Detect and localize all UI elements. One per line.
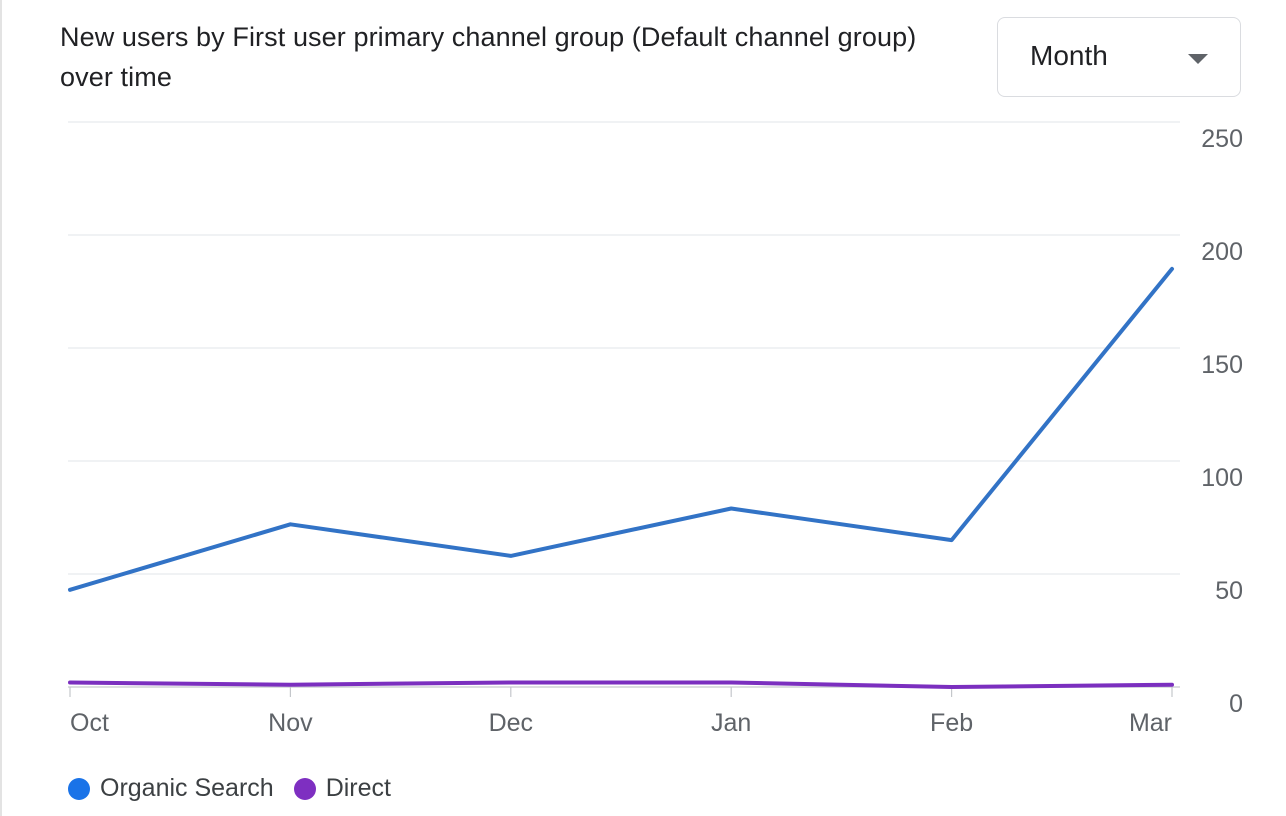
x-tick-label-nov: Nov [268, 709, 313, 737]
x-axis-ticks: Oct Nov Dec Jan Feb Mar [69, 687, 1173, 737]
panel-left-border [0, 0, 2, 816]
y-axis-ticks: 0 50 100 150 200 250 [1201, 125, 1243, 718]
x-tick-label-dec: Dec [489, 709, 533, 737]
legend-label-direct: Direct [325, 774, 391, 802]
legend-dot-direct [293, 777, 316, 800]
x-tick-label-mar: Mar [1129, 709, 1172, 737]
legend-item-organic-search[interactable]: Organic Search [68, 774, 274, 803]
y-tick-label-150: 150 [1201, 351, 1243, 379]
x-tick-label-jan: Jan [711, 709, 751, 737]
y-tick-label-50: 50 [1215, 577, 1243, 605]
x-tick-label-oct: Oct [70, 709, 109, 737]
period-dropdown[interactable]: Month [997, 17, 1241, 97]
period-dropdown-value: Month [1030, 40, 1108, 71]
series-line-organic-search [68, 266, 1174, 592]
y-tick-label-200: 200 [1201, 238, 1243, 266]
chart-title: New users by First user primary channel … [60, 22, 917, 92]
y-tick-label-0: 0 [1229, 690, 1243, 718]
chart-legend: Organic Search Direct [68, 774, 411, 803]
arrow-drop-down-icon [1188, 54, 1208, 64]
legend-item-direct[interactable]: Direct [293, 774, 391, 803]
legend-dot-organic-search [68, 777, 90, 800]
grid-lines [68, 121, 1180, 688]
series-line-direct [68, 680, 1174, 689]
legend-label-organic-search: Organic Search [100, 774, 274, 802]
series-lines [68, 266, 1174, 689]
y-tick-label-250: 250 [1201, 125, 1243, 153]
y-tick-label-100: 100 [1201, 464, 1243, 492]
x-tick-label-feb: Feb [930, 709, 973, 737]
